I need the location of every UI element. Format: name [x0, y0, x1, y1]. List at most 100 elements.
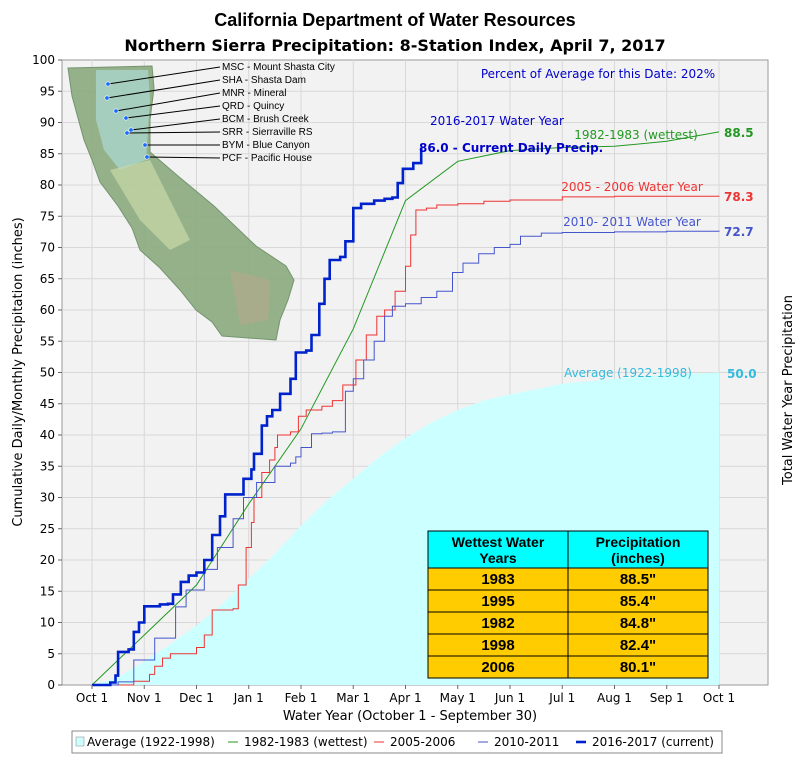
- series-2010-label: 2010- 2011 Water Year: [563, 215, 701, 229]
- x-tick-label: Oct 1: [76, 691, 108, 705]
- right-axis-label: Total Water Year Precipitation: [781, 295, 796, 486]
- legend-label: Average (1922-1998): [87, 735, 215, 749]
- table-precip: 82.4": [620, 637, 656, 654]
- station-marker: [144, 154, 150, 160]
- y-tick-label: 5: [47, 647, 55, 661]
- table-year: 1998: [481, 637, 514, 654]
- y-tick-label: 100: [32, 53, 55, 67]
- station-leader-line: [115, 92, 221, 112]
- y-tick-label: 75: [40, 209, 55, 223]
- series-1982-end-value: 88.5: [724, 126, 754, 140]
- y-tick-label: 35: [40, 459, 55, 473]
- station-marker: [113, 108, 119, 114]
- station-leader-line: [107, 66, 221, 85]
- station-marker: [142, 142, 148, 148]
- chart-subtitle: Northern Sierra Precipitation: 8-Station…: [124, 36, 665, 55]
- y-tick-label: 45: [40, 397, 55, 411]
- percent-of-average-note: Percent of Average for this Date: 202%: [481, 67, 715, 81]
- series-2005-end-value: 78.3: [724, 190, 754, 204]
- current-series-sublabel: 86.0 - Current Daily Precip.: [419, 141, 603, 155]
- x-tick-label: Jun 1: [494, 691, 525, 705]
- table-header-text: Precipitation (inches): [596, 534, 681, 566]
- y-tick-label: 70: [40, 241, 55, 255]
- y-tick-label: 25: [40, 522, 55, 536]
- legend-label: 2005-2006: [390, 735, 455, 749]
- x-tick-label: Nov 1: [127, 691, 162, 705]
- table-year: 2006: [481, 659, 514, 676]
- y-tick-label: 20: [40, 553, 55, 567]
- x-tick-label: Jan 1: [233, 691, 264, 705]
- legend-label: 2010-2011: [494, 735, 559, 749]
- series-layer: [91, 131, 720, 687]
- wettest-years-table: Wettest Water Years Precipitation (inches) 1…: [427, 530, 709, 679]
- station-labels: MSC - Mount Shasta City SHA - Shasta Dam M…: [104, 62, 335, 164]
- x-tick-label: May 1: [440, 691, 476, 705]
- series-line-2: [92, 195, 720, 686]
- y-tick-label: 90: [40, 116, 55, 130]
- series-line-4: [92, 147, 423, 687]
- legend-label: 1982-1983 (wettest): [244, 735, 368, 749]
- y-tick-label: 80: [40, 178, 55, 192]
- y-tick-label: 65: [40, 272, 55, 286]
- x-tick-label: Mar 1: [336, 691, 370, 705]
- y-tick-label: 40: [40, 428, 55, 442]
- y-tick-label: 30: [40, 491, 55, 505]
- station-label: QRD - Quincy: [222, 101, 284, 112]
- station-leader-line: [106, 79, 221, 99]
- station-leader-line: [130, 118, 221, 131]
- series-2010-end-value: 72.7: [724, 225, 754, 239]
- y-tick-label: 55: [40, 334, 55, 348]
- x-tick-label: Jul 1: [548, 691, 575, 705]
- x-tick-label: Feb 1: [285, 691, 318, 705]
- average-end-value: 50.0: [727, 367, 757, 381]
- station-leader-line: [146, 156, 221, 159]
- x-tick-label: Apr 1: [389, 691, 421, 705]
- x-tick-label: Dec 1: [179, 691, 214, 705]
- station-marker: [104, 95, 110, 101]
- series-line-1: [91, 131, 720, 686]
- table-year: 1983: [481, 571, 514, 588]
- y-tick-label: 60: [40, 303, 55, 317]
- california-map: [67, 65, 295, 341]
- table-year: 1995: [481, 593, 514, 610]
- table-cell: [567, 655, 709, 679]
- station-label: PCF - Pacific House: [222, 153, 312, 164]
- series-1982-label: 1982-1983 (wettest): [574, 128, 698, 142]
- y-tick-label: 10: [40, 616, 55, 630]
- station-label: MSC - Mount Shasta City: [222, 62, 335, 73]
- legend-label: 2016-2017 (current): [592, 735, 714, 749]
- legend-box: [71, 730, 723, 754]
- station-label: SRR - Sierraville RS: [222, 127, 313, 138]
- x-tick-label: Sep 1: [650, 691, 684, 705]
- station-marker: [128, 127, 134, 133]
- station-label: BYM - Blue Canyon: [222, 140, 310, 151]
- axes: 0 5 10 15 20 25 30 35 40 45 50 55 60 65 70 75 80 85 90 95 10…: [32, 53, 735, 705]
- table-precip: 80.1": [620, 659, 656, 676]
- station-marker: [123, 115, 129, 121]
- station-leader-line: [125, 105, 221, 119]
- station-marker: [124, 130, 130, 136]
- y-tick-label: 15: [40, 584, 55, 598]
- table-precip: 88.5": [620, 571, 656, 588]
- station-label: MNR - Mineral: [222, 88, 286, 99]
- station-marker: [105, 81, 111, 87]
- station-label: SHA - Shasta Dam: [222, 75, 306, 86]
- table-year: 1982: [481, 615, 514, 632]
- station-label: BCM - Brush Creek: [222, 114, 310, 125]
- table-header-cell: [567, 530, 709, 569]
- y-tick-label: 85: [40, 147, 55, 161]
- table-precip: 84.8": [620, 615, 656, 632]
- station-leader-line: [126, 131, 221, 134]
- current-series-label: 2016-2017 Water Year: [430, 114, 564, 128]
- y-tick-label: 0: [47, 678, 55, 692]
- series-2005-label: 2005 - 2006 Water Year: [561, 180, 703, 194]
- y-tick-label: 95: [40, 84, 55, 98]
- x-tick-label: Oct 1: [703, 691, 735, 705]
- x-axis-label: Water Year (October 1 - September 30): [283, 709, 537, 724]
- chart-title: California Department of Water Resources: [214, 10, 575, 30]
- x-tick-label: Aug 1: [597, 691, 632, 705]
- legend-swatch: [75, 736, 85, 747]
- y-axis-label: Cumulative Daily/Monthly Precipitation (…: [11, 217, 26, 526]
- table-header-text: Wettest Water Years: [452, 534, 545, 566]
